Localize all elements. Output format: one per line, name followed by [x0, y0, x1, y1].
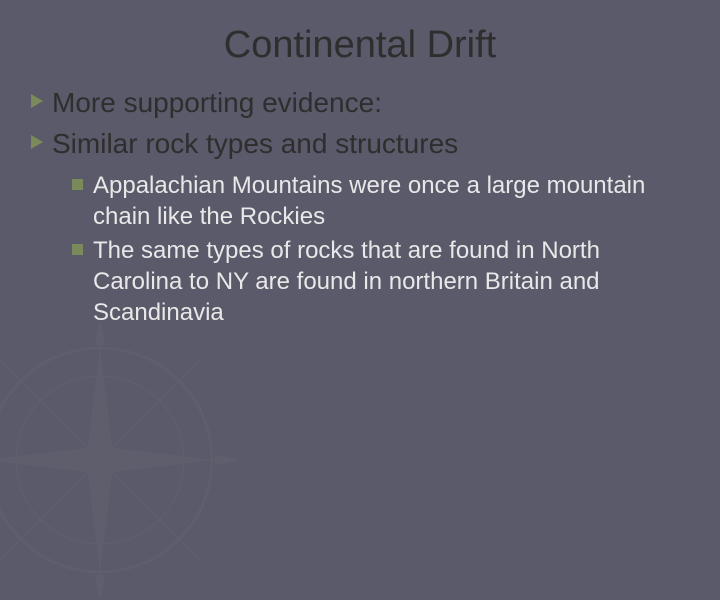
- slide-content: More supporting evidence: Similar rock t…: [0, 85, 720, 329]
- slide-title: Continental Drift: [0, 0, 720, 85]
- bullet-level1-item: Similar rock types and structures: [28, 126, 690, 161]
- bullet-level2-item: Appalachian Mountains were once a large …: [72, 171, 690, 232]
- square-bullet-icon: [72, 179, 83, 190]
- bullet-level1-item: More supporting evidence:: [28, 85, 690, 120]
- triangle-bullet-icon: [28, 92, 46, 110]
- bullet-level2-text: The same types of rocks that are found i…: [93, 236, 690, 328]
- bullet-level1-text: Similar rock types and structures: [52, 126, 458, 161]
- bullet-level1-text: More supporting evidence:: [52, 85, 382, 120]
- bullet-level2-item: The same types of rocks that are found i…: [72, 236, 690, 328]
- square-bullet-icon: [72, 244, 83, 255]
- triangle-bullet-icon: [28, 133, 46, 151]
- bullet-level2-text: Appalachian Mountains were once a large …: [93, 171, 690, 232]
- compass-background-graphic: [0, 320, 240, 600]
- sub-bullets-container: Appalachian Mountains were once a large …: [28, 171, 690, 329]
